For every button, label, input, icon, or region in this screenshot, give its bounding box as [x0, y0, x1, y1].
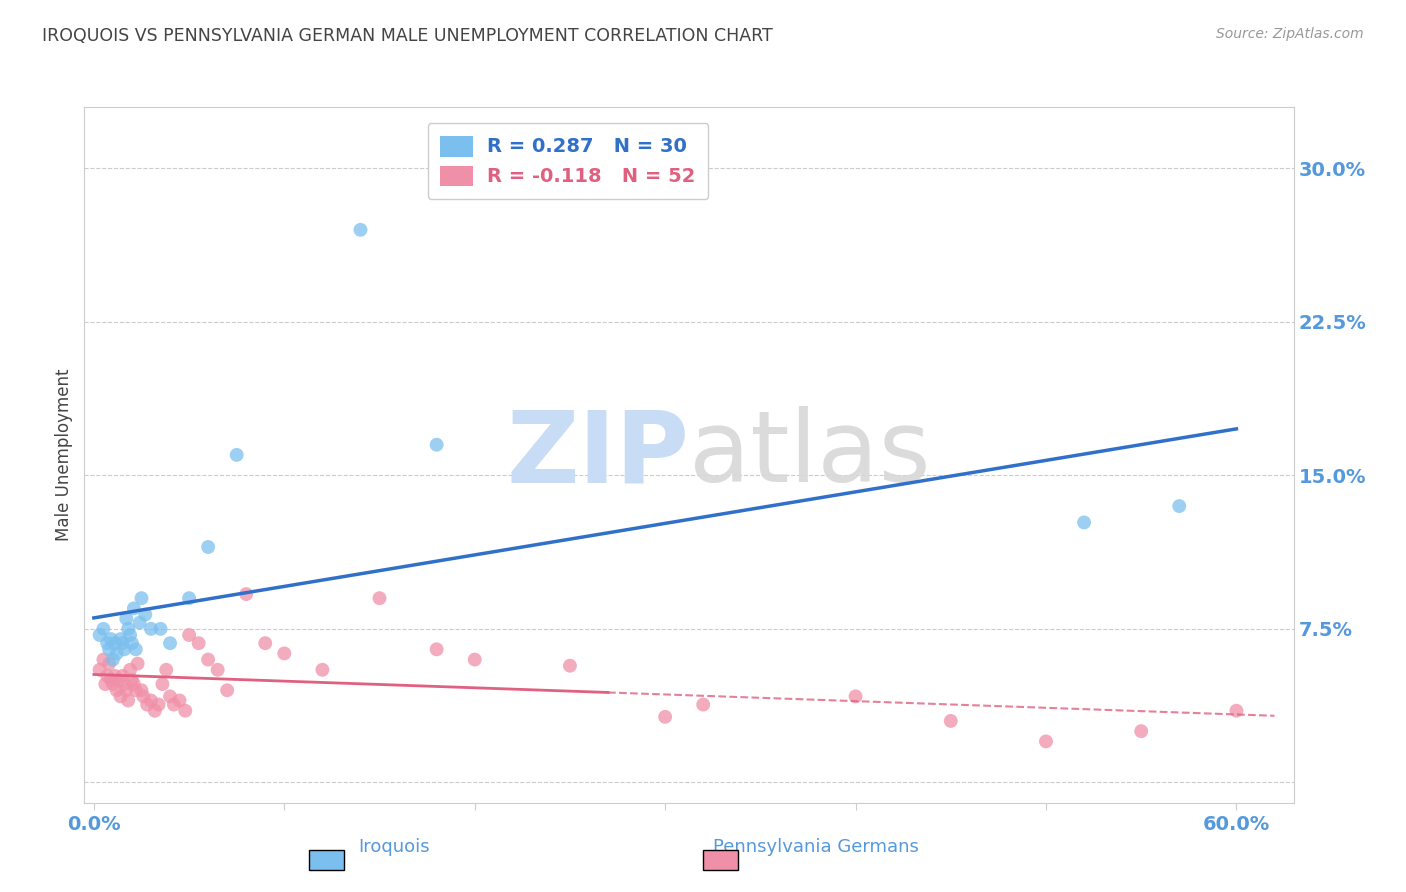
Point [1035, 734, 1057, 748]
Point [177, 628, 200, 642]
Point [104, 669, 127, 683]
Point [368, 591, 391, 606]
Point [1168, 499, 1191, 513]
Point [311, 663, 333, 677]
Point [149, 622, 172, 636]
Point [349, 223, 371, 237]
Point [93, 652, 115, 666]
Point [1130, 724, 1153, 739]
Point [121, 636, 143, 650]
Point [845, 690, 868, 704]
Text: ZIP: ZIP [506, 407, 689, 503]
Point [197, 540, 219, 554]
Point [132, 690, 155, 704]
Text: Iroquois: Iroquois [359, 838, 429, 856]
Point [254, 636, 277, 650]
Point [115, 683, 138, 698]
Point [96, 636, 118, 650]
Point [105, 683, 128, 698]
Point [464, 652, 486, 666]
Point [98, 642, 121, 657]
Point [939, 714, 962, 728]
Point [107, 673, 129, 687]
Point [89, 628, 111, 642]
Point [112, 642, 135, 657]
Point [217, 683, 239, 698]
Point [96, 669, 118, 683]
Point [174, 704, 197, 718]
Point [104, 636, 127, 650]
Point [125, 642, 148, 657]
Point [112, 677, 135, 691]
Text: Source: ZipAtlas.com: Source: ZipAtlas.com [1216, 27, 1364, 41]
Point [101, 652, 124, 666]
Point [225, 448, 247, 462]
Point [187, 636, 209, 650]
Point [110, 632, 132, 646]
Point [426, 438, 449, 452]
Text: IROQUOIS VS PENNSYLVANIA GERMAN MALE UNEMPLOYMENT CORRELATION CHART: IROQUOIS VS PENNSYLVANIA GERMAN MALE UNE… [42, 27, 773, 45]
Text: Pennsylvania Germans: Pennsylvania Germans [713, 838, 918, 856]
Point [235, 587, 257, 601]
Point [159, 636, 181, 650]
Point [163, 698, 186, 712]
Point [89, 663, 111, 677]
Point [94, 677, 117, 691]
Point [654, 710, 676, 724]
Point [1225, 704, 1247, 718]
Point [1073, 516, 1095, 530]
Point [117, 622, 139, 636]
Point [100, 673, 122, 687]
Point [121, 673, 143, 687]
Text: atlas: atlas [689, 407, 931, 503]
Point [105, 647, 128, 661]
Point [152, 677, 174, 691]
Point [159, 690, 181, 704]
Point [117, 693, 139, 707]
Point [155, 663, 177, 677]
Legend: R = 0.287   N = 30, R = -0.118   N = 52: R = 0.287 N = 30, R = -0.118 N = 52 [427, 123, 709, 199]
Point [134, 607, 156, 622]
Point [143, 704, 166, 718]
Point [139, 622, 162, 636]
Point [273, 647, 295, 661]
Point [177, 591, 200, 606]
Point [100, 632, 122, 646]
Point [169, 693, 191, 707]
Point [93, 622, 115, 636]
Point [98, 657, 121, 671]
Point [111, 636, 134, 650]
Y-axis label: Male Unemployment: Male Unemployment [55, 368, 73, 541]
Point [101, 677, 124, 691]
Point [692, 698, 714, 712]
Point [131, 683, 153, 698]
Point [136, 698, 159, 712]
Point [111, 669, 134, 683]
Point [122, 677, 145, 691]
Point [120, 663, 142, 677]
Point [125, 683, 148, 698]
Point [139, 693, 162, 707]
Point [426, 642, 449, 657]
Point [558, 658, 581, 673]
Point [197, 652, 219, 666]
Point [122, 601, 145, 615]
Point [127, 657, 149, 671]
Point [207, 663, 229, 677]
Point [148, 698, 170, 712]
Point [120, 628, 142, 642]
Point [115, 612, 138, 626]
Point [128, 615, 150, 630]
Point [131, 591, 153, 606]
Point [110, 690, 132, 704]
